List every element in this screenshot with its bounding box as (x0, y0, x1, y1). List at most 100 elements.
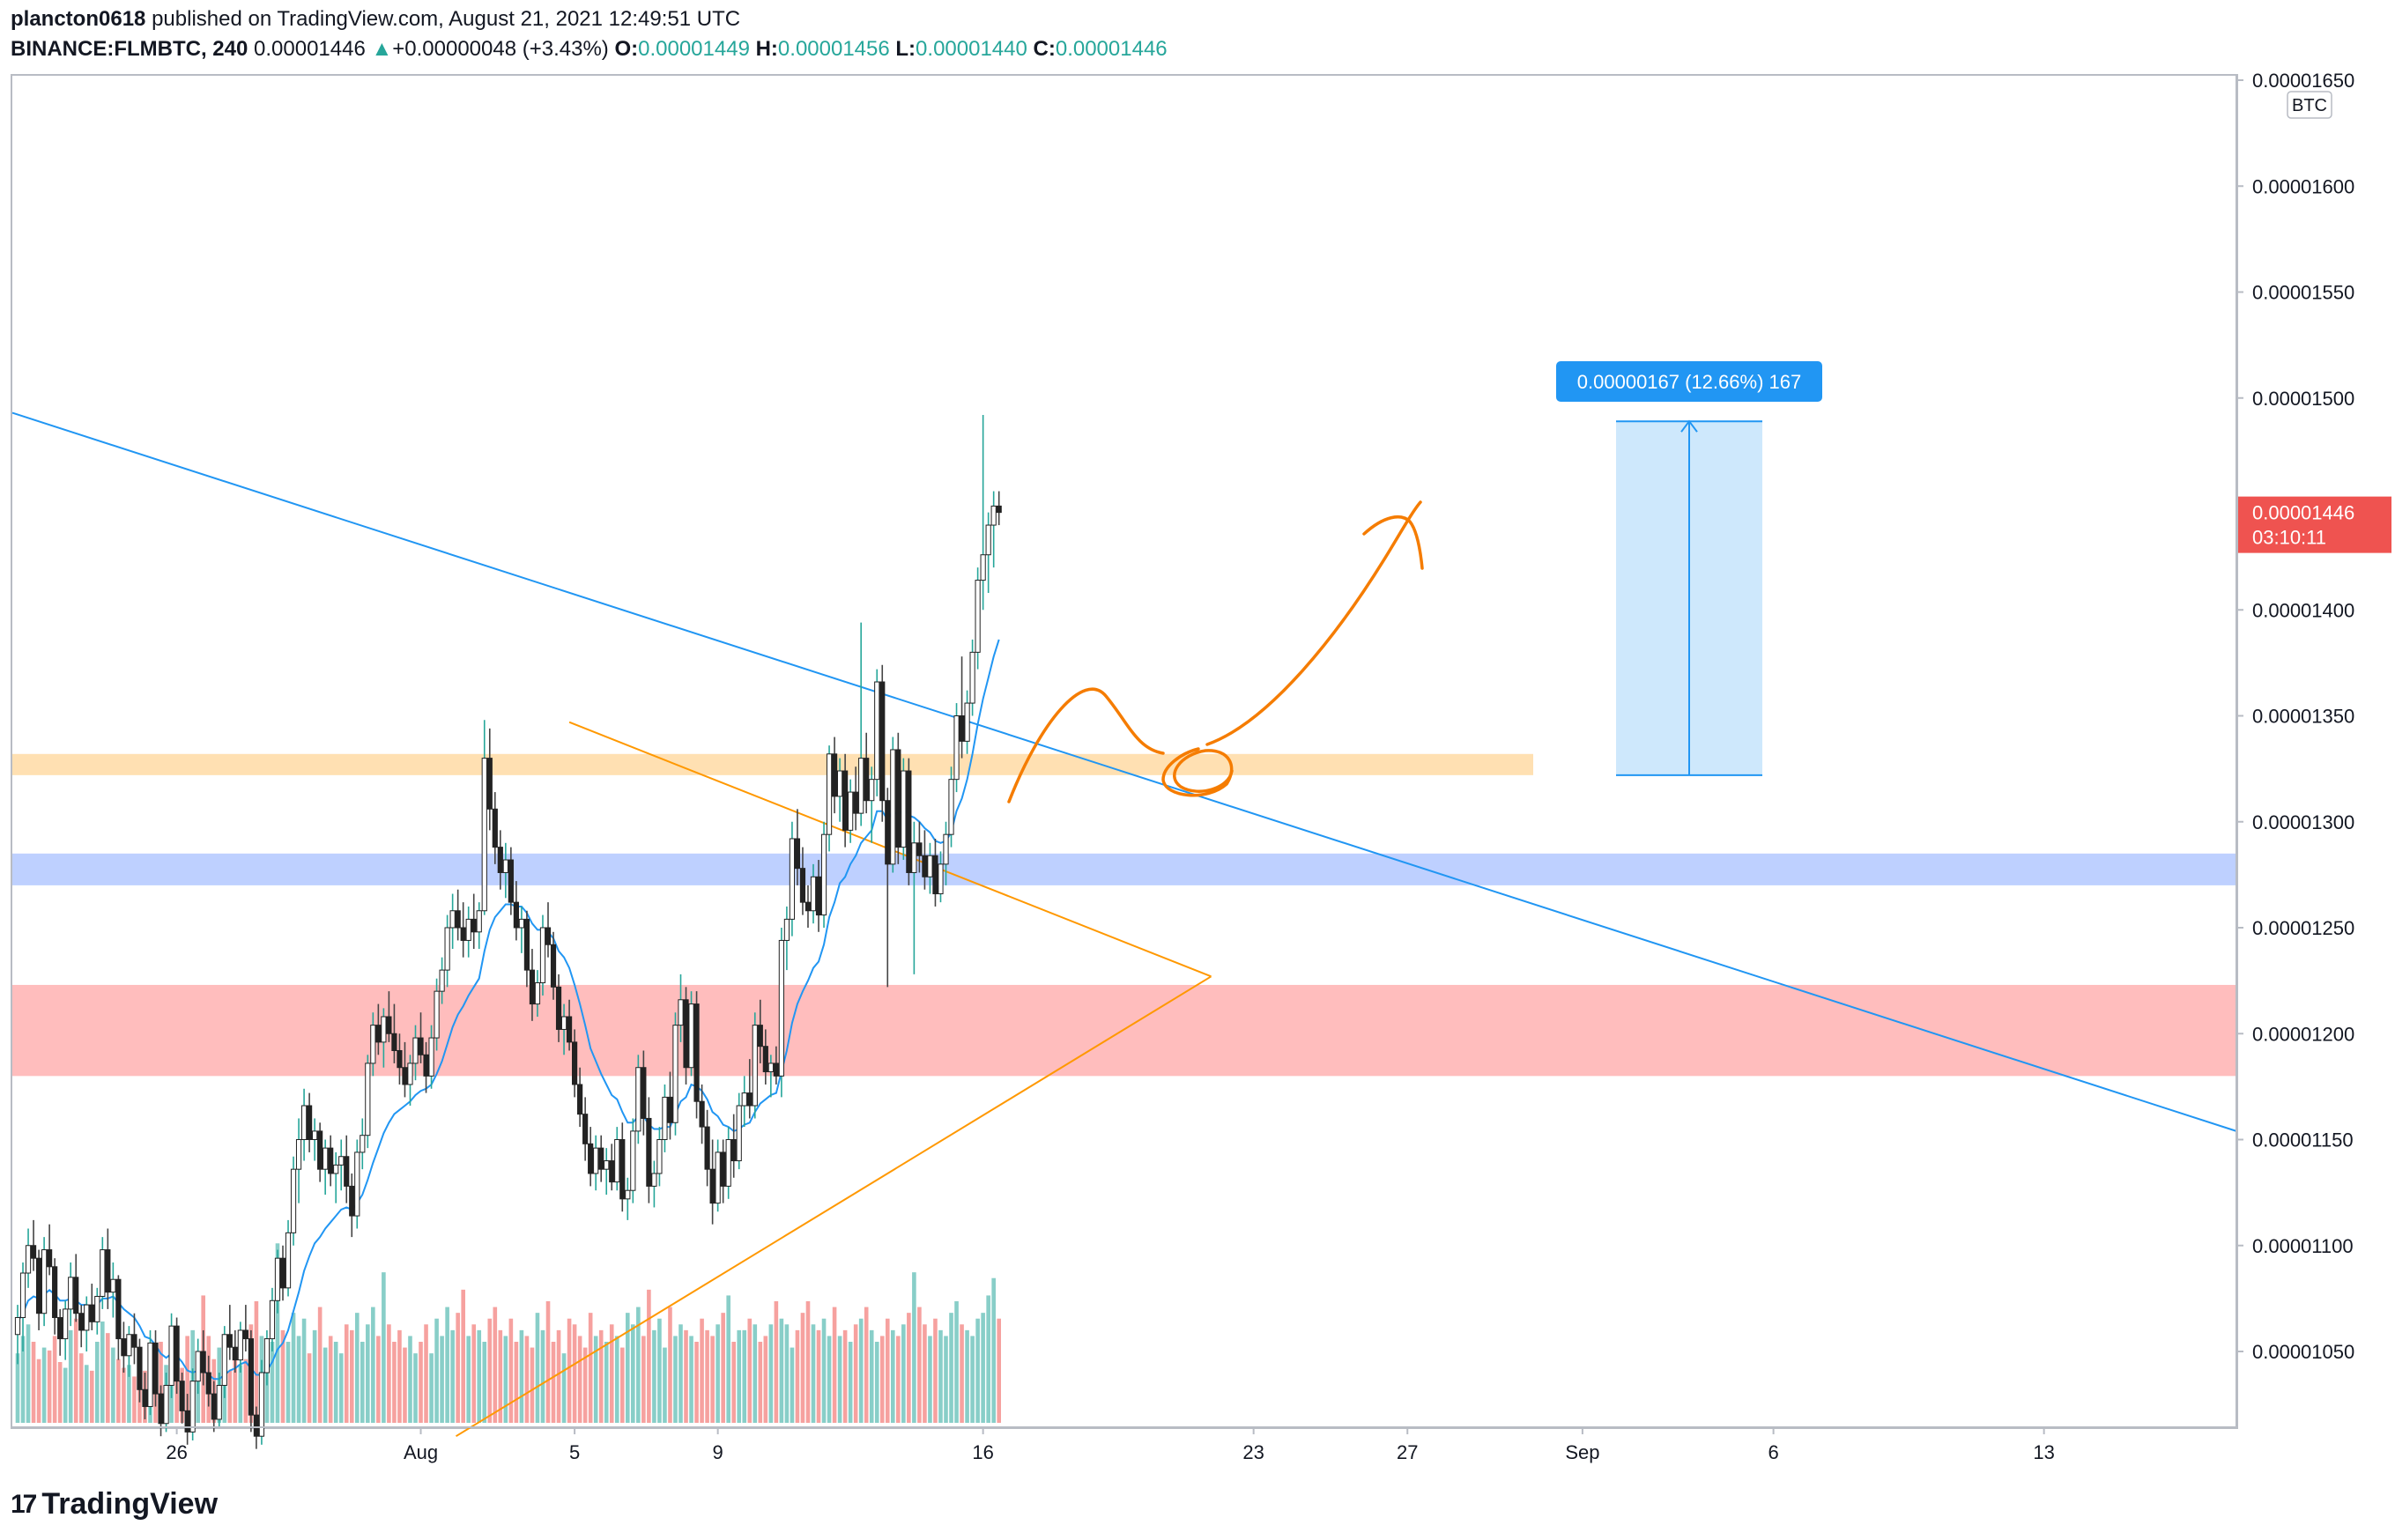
candle[interactable] (349, 1173, 355, 1238)
candle[interactable] (853, 766, 859, 831)
candle[interactable] (386, 991, 392, 1042)
candle[interactable] (131, 1313, 137, 1365)
candle[interactable] (858, 622, 864, 826)
candle[interactable] (837, 758, 843, 822)
candle[interactable] (831, 737, 838, 814)
candle[interactable] (344, 1135, 350, 1203)
candle[interactable] (407, 1055, 413, 1107)
candle[interactable] (57, 1308, 63, 1356)
candle[interactable] (471, 893, 477, 950)
candle[interactable] (932, 838, 938, 907)
candle[interactable] (94, 1287, 100, 1335)
candle[interactable] (221, 1326, 227, 1398)
candle[interactable] (609, 1144, 615, 1191)
candle[interactable] (174, 1317, 180, 1395)
candle[interactable] (365, 1055, 371, 1149)
candle[interactable] (545, 902, 552, 958)
candle[interactable] (964, 690, 970, 754)
measure-layer[interactable]: 0.00000167 (12.66%) 167 (1556, 361, 1822, 776)
candle[interactable] (100, 1237, 106, 1309)
candle[interactable] (47, 1224, 53, 1276)
candle[interactable] (916, 821, 923, 873)
candle[interactable] (502, 842, 508, 899)
candle[interactable] (746, 1059, 753, 1119)
candle[interactable] (423, 1041, 429, 1093)
candle[interactable] (121, 1322, 127, 1373)
footer-brand[interactable]: 17 TradingView (11, 1487, 218, 1521)
candle[interactable] (688, 991, 694, 1077)
candle[interactable] (773, 1046, 779, 1085)
candle[interactable] (534, 970, 541, 1018)
candle[interactable] (619, 1122, 626, 1212)
candle[interactable] (126, 1326, 132, 1377)
candle[interactable] (646, 1097, 652, 1203)
candle[interactable] (938, 851, 944, 903)
candle[interactable] (656, 1127, 663, 1187)
candle[interactable] (953, 703, 960, 793)
candle[interactable] (566, 999, 573, 1051)
candle[interactable] (794, 809, 801, 885)
candle[interactable] (481, 720, 487, 915)
candle[interactable] (805, 885, 812, 928)
candle[interactable] (110, 1262, 116, 1318)
candle[interactable] (434, 978, 440, 1051)
candle[interactable] (975, 567, 981, 670)
candle[interactable] (370, 1012, 376, 1077)
candle[interactable] (248, 1329, 254, 1433)
candle[interactable] (848, 779, 854, 843)
candle[interactable] (778, 928, 784, 1098)
candle[interactable] (179, 1373, 185, 1424)
candle[interactable] (274, 1249, 281, 1314)
candle[interactable] (279, 1245, 286, 1301)
candle[interactable] (323, 1139, 329, 1196)
candle[interactable] (667, 1071, 673, 1140)
candle[interactable] (418, 1012, 424, 1063)
candle[interactable] (885, 788, 891, 988)
candle[interactable] (168, 1313, 174, 1398)
candle[interactable] (375, 1003, 382, 1055)
candle[interactable] (460, 902, 466, 958)
candle[interactable] (492, 792, 498, 864)
candle[interactable] (789, 821, 796, 937)
candle[interactable] (137, 1338, 143, 1403)
candle[interactable] (402, 1041, 408, 1098)
candle[interactable] (539, 914, 546, 996)
candle[interactable] (412, 1025, 419, 1081)
candle[interactable] (911, 821, 917, 974)
candle[interactable] (312, 1118, 318, 1161)
candle[interactable] (842, 753, 849, 848)
candle[interactable] (486, 728, 493, 831)
candle[interactable] (736, 1092, 742, 1170)
candle[interactable] (307, 1092, 313, 1152)
candle[interactable] (720, 1139, 726, 1203)
candle[interactable] (704, 1109, 710, 1187)
candle[interactable] (237, 1322, 243, 1373)
candle[interactable] (783, 906, 790, 971)
candle[interactable] (35, 1249, 42, 1330)
candle[interactable] (232, 1329, 238, 1373)
candle[interactable] (799, 847, 806, 915)
candle[interactable] (19, 1262, 26, 1351)
candle[interactable] (651, 1160, 657, 1208)
candle[interactable] (864, 732, 870, 814)
candle[interactable] (614, 1127, 620, 1191)
candle[interactable] (25, 1228, 32, 1288)
candle[interactable] (757, 999, 763, 1063)
candle[interactable] (683, 987, 689, 1085)
publisher-name[interactable]: plancton0618 (11, 7, 146, 31)
symbol-label[interactable]: BINANCE:FLMBTC, 240 (11, 37, 248, 61)
candle[interactable] (84, 1296, 90, 1351)
candle[interactable] (529, 949, 536, 1021)
candle[interactable] (142, 1373, 148, 1419)
candle[interactable] (927, 842, 933, 894)
candle[interactable] (741, 1076, 747, 1128)
candle[interactable] (895, 732, 901, 864)
candle[interactable] (869, 766, 875, 843)
candle[interactable] (354, 1139, 360, 1229)
candle[interactable] (465, 906, 471, 958)
candle[interactable] (508, 847, 514, 915)
candle[interactable] (52, 1258, 58, 1335)
candle[interactable] (333, 1151, 339, 1203)
candle[interactable] (300, 1088, 308, 1161)
candles-layer[interactable] (14, 414, 1002, 1449)
